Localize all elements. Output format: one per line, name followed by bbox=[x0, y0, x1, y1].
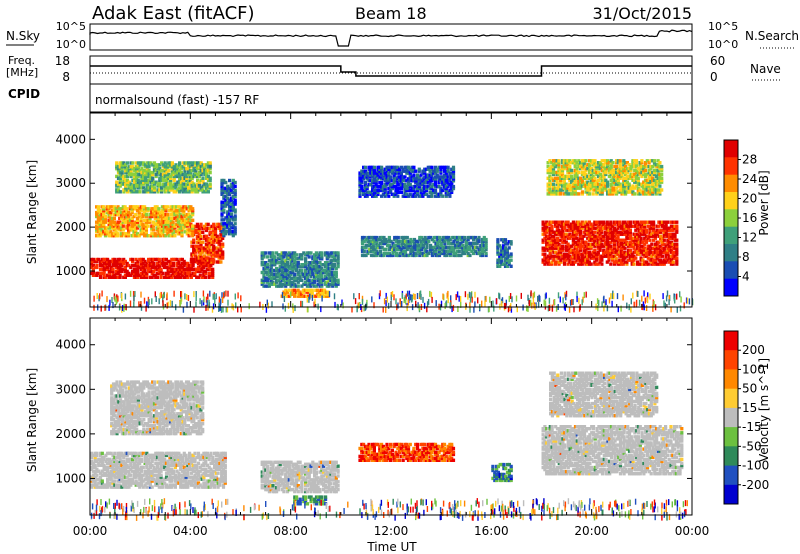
colorbar-swatch bbox=[724, 331, 738, 351]
colorbar-swatch bbox=[724, 446, 738, 466]
colorbar-tick-label: -200 bbox=[742, 478, 769, 492]
cpid-text: normalsound (fast) -157 RF bbox=[95, 93, 259, 107]
colorbar-tick-label: 16 bbox=[742, 211, 757, 225]
station-title: Adak East (fitACF) bbox=[92, 3, 255, 24]
colorbar-swatch bbox=[724, 388, 738, 409]
nave-tick-bottom: 0 bbox=[710, 70, 718, 84]
colorbar-swatch bbox=[724, 174, 738, 193]
colorbar-swatch bbox=[724, 261, 738, 280]
beam-title: Beam 18 bbox=[355, 4, 427, 23]
velocity-colorbar-label: Velocity [m s^-1] bbox=[757, 358, 771, 462]
freq-panel-frame bbox=[89, 55, 693, 85]
colorbar-swatch bbox=[724, 244, 738, 262]
y-tick-label: 1000 bbox=[55, 471, 86, 485]
noise-tick-top-left: 10^5 bbox=[56, 20, 86, 33]
velocity-ylabel: Slant Range [km] bbox=[25, 368, 39, 472]
colorbar-swatch bbox=[724, 484, 738, 505]
x-axis-label: Time UT bbox=[366, 540, 417, 554]
freq-tick-bottom: 8 bbox=[62, 70, 70, 84]
x-tick-label: 08:00 bbox=[273, 524, 308, 538]
y-tick-label: 4000 bbox=[55, 338, 86, 352]
y-tick-label: 1000 bbox=[55, 264, 86, 278]
colorbar-tick-label: -15 bbox=[742, 420, 762, 434]
colorbar-tick-label: 8 bbox=[742, 250, 750, 264]
colorbar-tick-label: -100 bbox=[742, 459, 769, 473]
colorbar-swatch bbox=[724, 465, 738, 486]
colorbar-tick-label: 4 bbox=[742, 270, 750, 284]
noise-tick-bottom-left: 10^0 bbox=[56, 38, 86, 51]
colorbar-tick-label: 20 bbox=[742, 192, 757, 206]
colorbar-swatch bbox=[724, 192, 738, 210]
colorbar-tick-label: 100 bbox=[742, 362, 765, 376]
freq-label: Freq. bbox=[8, 54, 35, 67]
colorbar-tick-label: 50 bbox=[742, 382, 757, 396]
noise-sky-label: N.Sky bbox=[6, 29, 40, 43]
colorbar-swatch bbox=[724, 278, 738, 297]
power-colorbar-label: Power [dB] bbox=[757, 170, 771, 235]
x-tick-label: 00:00 bbox=[675, 524, 710, 538]
colorbar-tick-label: 15 bbox=[742, 401, 757, 415]
y-tick-label: 3000 bbox=[55, 382, 86, 396]
x-tick-label: 04:00 bbox=[173, 524, 208, 538]
colorbar-tick-label: 12 bbox=[742, 231, 757, 245]
colorbar-swatch bbox=[724, 226, 738, 245]
cpid-label: CPID bbox=[8, 87, 40, 101]
colorbar-tick-label: 24 bbox=[742, 172, 757, 186]
noise-tick-bottom-right: 10^0 bbox=[708, 38, 738, 51]
colorbar-tick-label: 28 bbox=[742, 153, 757, 167]
cpid-panel-frame bbox=[89, 83, 693, 113]
colorbar-swatch bbox=[724, 140, 738, 158]
x-tick-label: 20:00 bbox=[574, 524, 609, 538]
noise-panel-frame bbox=[89, 23, 693, 51]
x-tick-label: 16:00 bbox=[474, 524, 509, 538]
y-tick-label: 2000 bbox=[55, 220, 86, 234]
y-tick-label: 3000 bbox=[55, 176, 86, 190]
nave-tick-top: 60 bbox=[710, 54, 725, 68]
freq-unit-label: [MHz] bbox=[6, 66, 38, 79]
colorbar-swatch bbox=[724, 369, 738, 390]
x-tick-label: 00:00 bbox=[73, 524, 108, 538]
noise-tick-top-right: 10^5 bbox=[708, 20, 738, 33]
y-tick-label: 4000 bbox=[55, 132, 86, 146]
colorbar-tick-label: -50 bbox=[742, 439, 762, 453]
power-ylabel: Slant Range [km] bbox=[25, 160, 39, 264]
colorbar-tick-label: 200 bbox=[742, 343, 765, 357]
noise-sky-line bbox=[89, 29, 693, 47]
colorbar-swatch bbox=[724, 407, 738, 428]
date-title: 31/Oct/2015 bbox=[592, 4, 692, 23]
y-tick-label: 2000 bbox=[55, 427, 86, 441]
x-tick-label: 12:00 bbox=[374, 524, 409, 538]
freq-tick-top: 18 bbox=[55, 54, 70, 68]
colorbar-swatch bbox=[724, 427, 738, 447]
colorbar-swatch bbox=[724, 157, 738, 176]
noise-search-label: N.Search bbox=[745, 29, 799, 43]
nave-label: Nave bbox=[750, 62, 781, 76]
colorbar-swatch bbox=[724, 350, 738, 370]
frequency-line bbox=[90, 65, 692, 77]
colorbar-swatch bbox=[724, 209, 738, 228]
